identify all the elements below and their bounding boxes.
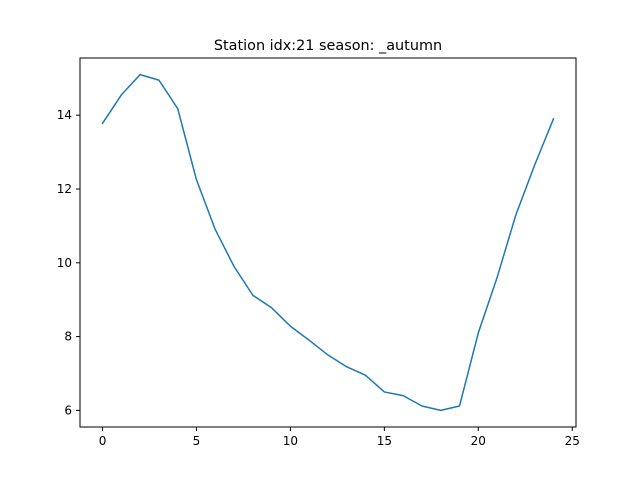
y-tick-label: 12 xyxy=(57,182,72,196)
x-tick-label: 0 xyxy=(99,434,107,448)
y-tick-label: 8 xyxy=(64,330,72,344)
x-tick-label: 5 xyxy=(193,434,201,448)
x-tick-label: 15 xyxy=(377,434,392,448)
axes-frame xyxy=(79,57,577,428)
y-tick-label: 6 xyxy=(64,403,72,417)
series-line xyxy=(101,73,555,412)
x-tick-label: 20 xyxy=(471,434,486,448)
chart-title: Station idx:21 season: _autumn xyxy=(214,38,442,54)
y-tick-label: 14 xyxy=(57,108,72,122)
plot-area: 0 5 10 15 20 25 6 8 10 12 14 xyxy=(57,73,580,448)
y-tick-label: 10 xyxy=(57,256,72,270)
x-tick-label: 10 xyxy=(283,434,298,448)
x-tick-label: 25 xyxy=(565,434,580,448)
